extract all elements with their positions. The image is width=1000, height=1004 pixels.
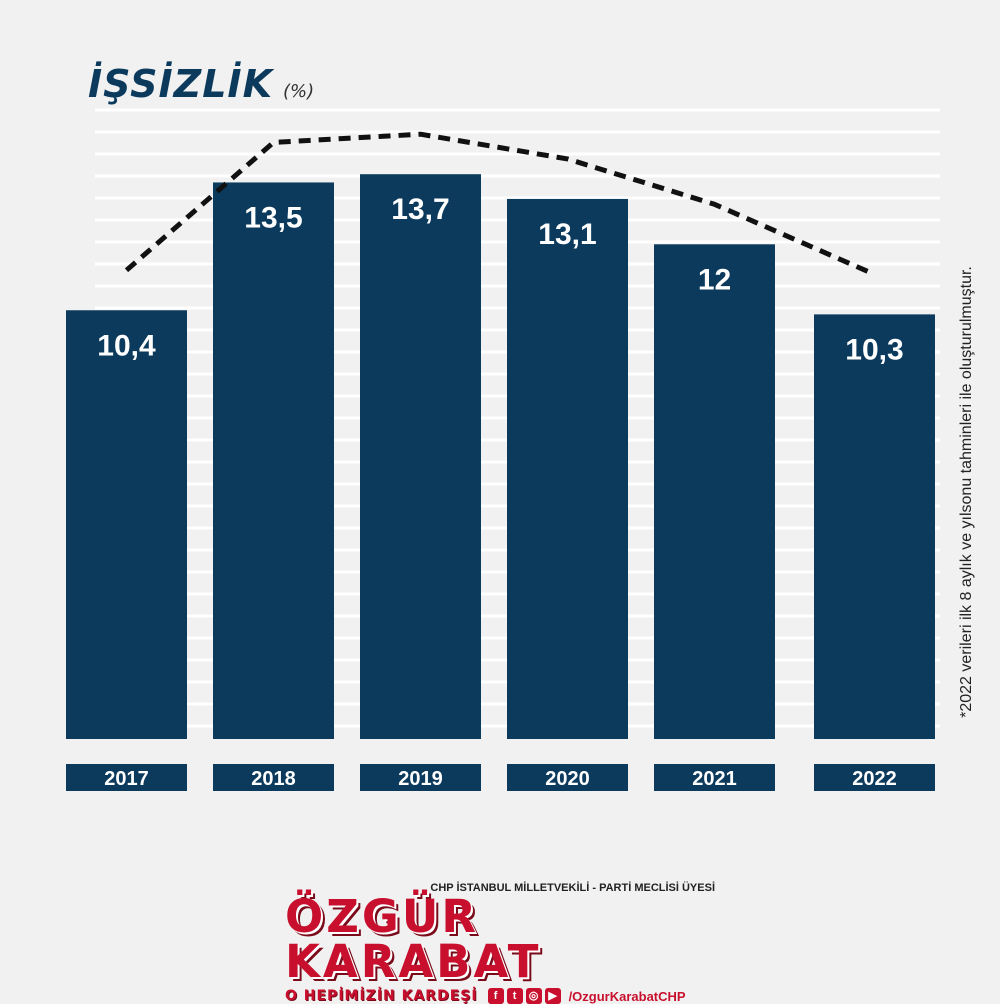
bar-value-label: 13,7 [391,193,449,226]
x-tick-label: 2017 [104,768,149,790]
chart-title: İŞSİZLİK [88,62,274,106]
x-tick-label: 2022 [852,768,897,790]
year-box [654,764,775,791]
footer-branding: CHP İSTANBUL MİLLETVEKİLİ - PARTİ MECLİS… [285,882,725,1004]
year-box [360,764,481,791]
bars [66,174,935,740]
bar-value-label: 10,4 [97,329,156,362]
x-tick-label: 2019 [398,768,443,790]
x-tick-label: 2021 [692,768,737,790]
footer-slogan: O HEPİMİZİN KARDEŞİ [285,988,478,1004]
bar [507,198,628,739]
chart-title-block: İŞSİZLİK (%) [88,62,314,106]
trend-line [124,131,876,277]
footer-name: ÖZGÜR KARABAT [285,890,542,988]
trend [124,131,876,277]
bar [360,174,481,740]
footer-subtitle: CHP İSTANBUL MİLLETVEKİLİ - PARTİ MECLİS… [430,882,715,894]
year-box [213,764,334,791]
footnote: *2022 verileri ilk 8 aylık ve yılsonu ta… [958,266,975,718]
bar-value-label: 10,3 [845,333,903,366]
bar-value-label: 13,5 [244,201,302,234]
social-icons: f t ◎ ▶ [487,988,561,1004]
bar [814,314,935,739]
year-box [814,764,935,791]
bar [213,182,334,740]
bar-value-label: 13,1 [538,218,596,251]
year-axis: 2017 2018 2019 2020 2021 2022 [66,764,935,791]
bar [654,244,775,739]
x-tick-label: 2020 [545,768,590,790]
social-handle[interactable]: /OzgurKarabatCHP [568,988,686,1004]
x-tick-label: 2018 [251,768,296,790]
chart-unit: (%) [283,81,315,102]
value-labels: 10,4 13,5 13,7 13,1 12 10,3 [97,193,903,366]
year-box [507,764,628,791]
bar [66,310,187,739]
facebook-icon[interactable]: f [487,988,504,1004]
bar-value-label: 12 [698,263,731,296]
year-box [66,764,187,791]
twitter-icon[interactable]: t [506,988,523,1004]
instagram-icon[interactable]: ◎ [525,988,542,1004]
youtube-icon[interactable]: ▶ [544,988,561,1004]
footer-bottom: O HEPİMİZİN KARDEŞİ f t ◎ ▶ /OzgurKaraba… [285,988,725,1004]
